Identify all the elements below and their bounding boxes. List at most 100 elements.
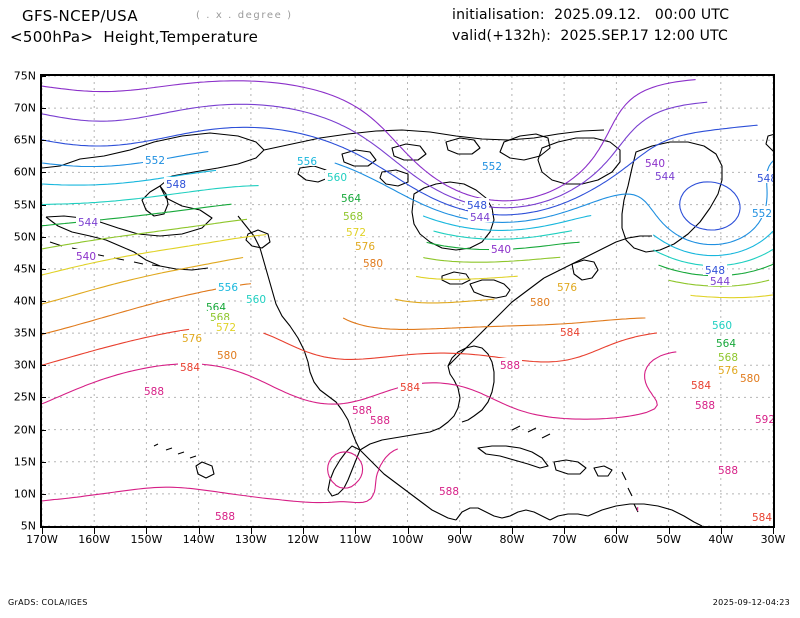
y-axis-tick-label: 55N xyxy=(13,198,36,212)
contour-label-backing xyxy=(74,249,98,261)
contour-value-label: 576 xyxy=(355,241,375,253)
contour-line-568 xyxy=(668,279,770,287)
x-axis-tick xyxy=(720,528,722,534)
x-axis-tick-label: 120W xyxy=(287,533,319,546)
contour-line-568 xyxy=(423,256,561,263)
x-axis-tick xyxy=(564,528,566,534)
x-axis-tick-label: 160W xyxy=(78,533,111,546)
x-axis-tick xyxy=(303,528,305,534)
contour-value-label: 564 xyxy=(341,193,361,205)
contour-value-label: 584 xyxy=(560,327,580,339)
contour-label-backing xyxy=(344,225,368,237)
contour-label-backing xyxy=(325,170,349,182)
y-axis-tick-label: 75N xyxy=(13,69,36,83)
contour-label-backing xyxy=(468,210,492,222)
contour-label-backing xyxy=(755,171,773,183)
contour-label-backing xyxy=(215,348,239,360)
contour-label-backing xyxy=(498,358,522,370)
contour-value-label: 556 xyxy=(297,156,317,168)
y-axis-tick-label: 15N xyxy=(13,455,36,469)
x-axis-tick-label: 60W xyxy=(603,533,629,546)
contour-value-label: 552 xyxy=(145,155,165,167)
contour-label-backing xyxy=(750,510,773,522)
x-axis-tick-label: 140W xyxy=(182,533,215,546)
y-axis-tick-label: 60N xyxy=(13,165,36,179)
contour-value-label: 544 xyxy=(710,276,730,288)
contour-value-label: 560 xyxy=(246,294,266,306)
contour-value-label: 552 xyxy=(482,161,502,173)
contour-label-backing xyxy=(480,159,504,171)
contour-line-556 xyxy=(42,169,217,186)
contour-line-576 xyxy=(394,298,495,304)
contour-label-backing xyxy=(178,360,202,372)
contour-label-backing xyxy=(753,412,773,424)
contour-value-label: 592 xyxy=(755,414,773,426)
contour-line-556 xyxy=(652,230,773,257)
contour-layer xyxy=(42,79,773,511)
x-axis-tick xyxy=(511,528,513,534)
grid-resolution-note: ( . x . degree ) xyxy=(196,10,293,21)
contour-value-label: 580 xyxy=(217,350,237,362)
chart-header: GFS-NCEP/USA ( . x . degree ) <500hPa> H… xyxy=(0,0,800,56)
contour-line-560 xyxy=(433,230,572,240)
y-axis-tick-label: 65N xyxy=(13,133,36,147)
contour-label-backing xyxy=(213,509,237,521)
contour-label-backing xyxy=(489,242,513,254)
contour-line-564 xyxy=(42,203,232,227)
contour-value-label: 544 xyxy=(655,171,675,183)
contour-value-label: 560 xyxy=(712,320,732,332)
contour-label-backing xyxy=(716,463,740,475)
x-axis-tick-label: 40W xyxy=(708,533,734,546)
y-axis-tick-label: 20N xyxy=(13,423,36,437)
contour-value-label: 588 xyxy=(352,405,372,417)
contour-value-label: 576 xyxy=(182,333,202,345)
x-axis-tick xyxy=(616,528,618,534)
contour-label-backing xyxy=(353,239,377,251)
x-axis-tick xyxy=(250,528,252,534)
x-axis-tick-label: 130W xyxy=(234,533,267,546)
contour-value-label: 560 xyxy=(327,172,347,184)
contour-label-backing xyxy=(295,154,319,166)
contour-value-label: 540 xyxy=(645,158,665,170)
contour-label-backing xyxy=(708,274,732,286)
contour-value-label: 588 xyxy=(695,400,715,412)
contour-line-568 xyxy=(42,218,248,250)
contour-line-580 xyxy=(342,317,646,330)
y-axis-tick-label: 40N xyxy=(13,294,36,308)
contour-line-552 xyxy=(42,151,209,168)
contour-label-backing xyxy=(341,209,365,221)
x-axis-tick-label: 50W xyxy=(656,533,681,546)
contour-value-label: 572 xyxy=(216,322,236,334)
coastline-layer xyxy=(42,129,773,526)
y-axis-tick-label: 25N xyxy=(13,390,36,404)
x-axis-tick xyxy=(773,528,774,534)
contour-label-backing xyxy=(208,310,232,322)
contour-value-label: 572 xyxy=(346,227,366,239)
contour-label-backing xyxy=(653,169,677,181)
contour-value-label: 588 xyxy=(370,415,390,427)
contour-label-backing xyxy=(143,153,167,165)
x-axis-tick-label: 90W xyxy=(447,533,473,546)
x-axis-tick-label: 80W xyxy=(499,533,525,546)
contour-line-548 xyxy=(679,181,741,231)
x-axis-tick-label: 170W xyxy=(26,533,58,546)
contour-label-backing xyxy=(558,325,582,337)
contour-value-label: 588 xyxy=(215,511,235,523)
contour-label-backing xyxy=(555,280,579,292)
contour-label-backing xyxy=(339,191,363,203)
contour-label-backing xyxy=(76,215,100,227)
contour-label-backing xyxy=(368,413,392,425)
contour-label-backing xyxy=(643,156,667,168)
contour-line-580 xyxy=(42,283,251,335)
contour-label-backing xyxy=(703,263,727,275)
x-axis-tick-label: 30W xyxy=(760,533,786,546)
contour-label-backing xyxy=(710,318,734,330)
level-and-fields: <500hPa> Height,Temperature xyxy=(10,28,259,46)
contour-line-592 xyxy=(42,448,399,504)
contour-label-backing xyxy=(350,403,374,415)
contour-value-label: 580 xyxy=(530,297,550,309)
contour-label-backing xyxy=(142,384,166,396)
contour-line-572 xyxy=(415,275,518,280)
x-axis-tick xyxy=(198,528,200,534)
contour-line-544 xyxy=(42,101,708,209)
